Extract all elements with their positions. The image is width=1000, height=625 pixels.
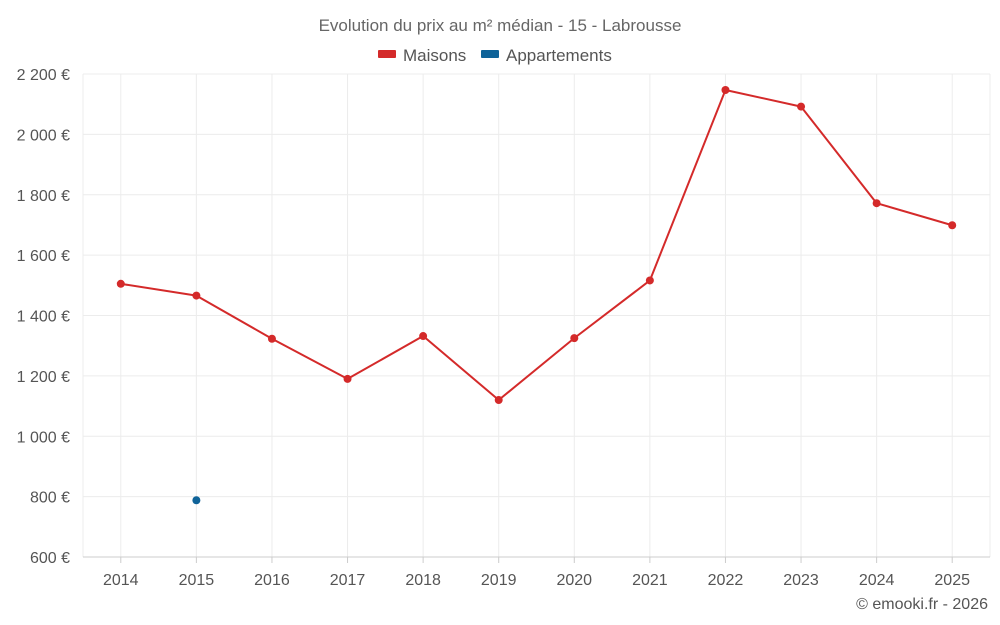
- chart-title: Evolution du prix au m² médian - 15 - La…: [319, 16, 682, 35]
- y-tick-label: 800 €: [30, 490, 70, 507]
- x-tick-label: 2024: [859, 572, 895, 589]
- x-tick-label: 2016: [254, 572, 290, 589]
- y-tick-label: 600 €: [30, 550, 70, 567]
- data-point-maisons[interactable]: [419, 332, 428, 341]
- data-point-maisons[interactable]: [872, 199, 881, 208]
- data-point-maisons[interactable]: [948, 221, 957, 230]
- series: [116, 85, 957, 505]
- x-tick-label: 2019: [481, 572, 517, 589]
- data-point-maisons[interactable]: [267, 334, 276, 343]
- y-tick-label: 1 000 €: [17, 429, 70, 446]
- y-tick-label: 1 400 €: [17, 309, 70, 326]
- legend-swatch-appartements: [481, 50, 499, 58]
- y-tick-label: 1 800 €: [17, 188, 70, 205]
- legend-swatch-maisons: [378, 50, 396, 58]
- x-tick-label: 2017: [330, 572, 366, 589]
- data-point-appartements[interactable]: [192, 496, 201, 505]
- grid: [83, 73, 990, 557]
- data-point-maisons[interactable]: [192, 291, 201, 300]
- data-point-maisons[interactable]: [721, 85, 730, 94]
- legend-label-appartements[interactable]: Appartements: [506, 46, 612, 65]
- x-tick-label: 2014: [103, 572, 139, 589]
- legend-label-maisons[interactable]: Maisons: [403, 46, 466, 65]
- x-tick-label: 2020: [556, 572, 592, 589]
- x-tick-label: 2021: [632, 572, 668, 589]
- y-tick-label: 1 600 €: [17, 248, 70, 265]
- data-point-maisons[interactable]: [343, 374, 352, 383]
- x-tick-label: 2015: [179, 572, 215, 589]
- y-tick-label: 2 000 €: [17, 127, 70, 144]
- y-tick-label: 1 200 €: [17, 369, 70, 386]
- series-line-maisons: [120, 88, 953, 402]
- data-point-maisons[interactable]: [116, 279, 125, 288]
- data-point-maisons[interactable]: [645, 276, 654, 285]
- x-tick-label: 2025: [934, 572, 970, 589]
- data-point-maisons[interactable]: [570, 334, 579, 343]
- axes: 600 € 800 € 1 000 € 1 200 € 1 400 € 1 600 € 1 …: [17, 67, 991, 589]
- y-tick-label: 2 200 €: [17, 67, 70, 84]
- credit-text: © emooki.fr - 2026: [856, 596, 988, 613]
- data-point-maisons[interactable]: [494, 396, 503, 405]
- x-tick-label: 2023: [783, 572, 819, 589]
- data-point-maisons[interactable]: [797, 102, 806, 111]
- x-tick-label: 2018: [405, 572, 441, 589]
- x-tick-label: 2022: [708, 572, 744, 589]
- legend: Maisons Appartements: [378, 46, 612, 65]
